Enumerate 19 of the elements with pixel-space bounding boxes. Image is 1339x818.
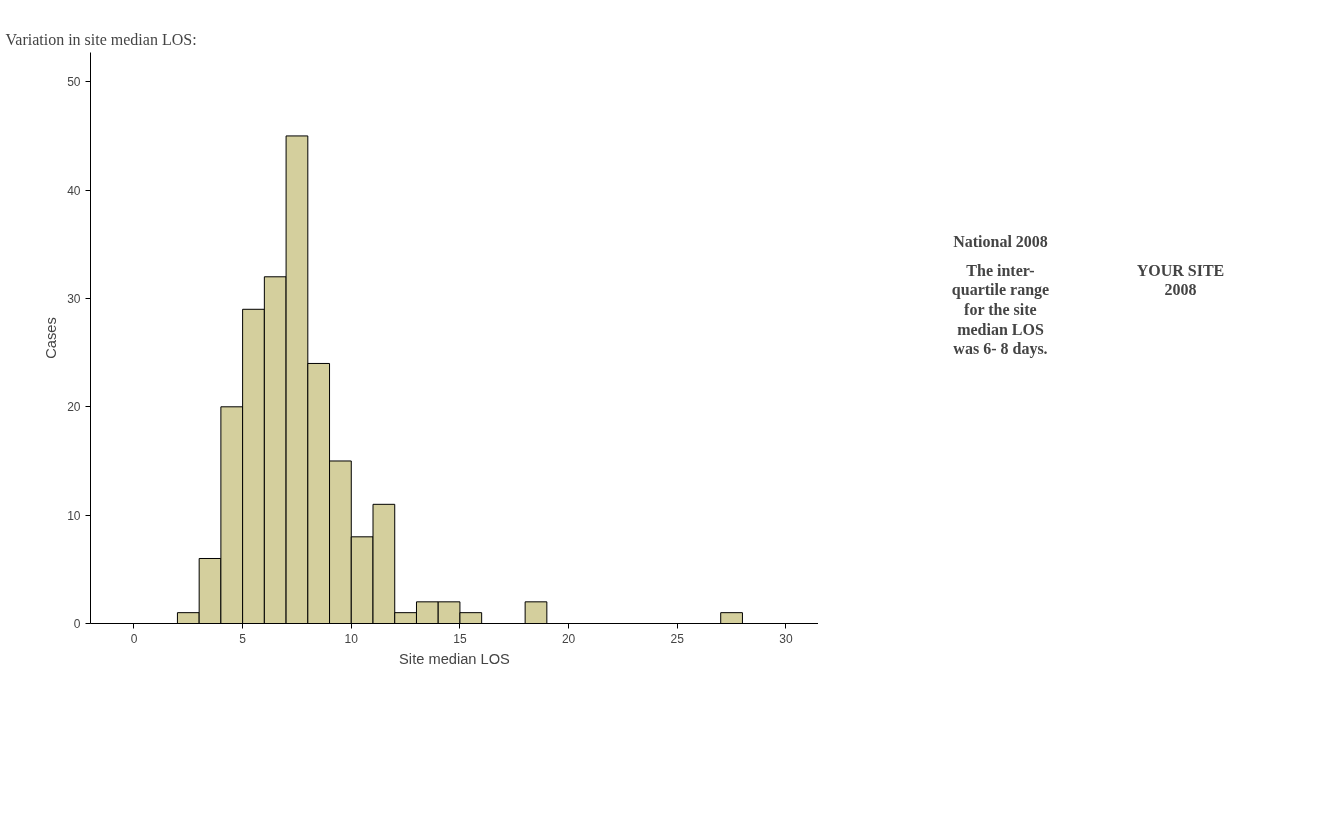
y-tick-label: 20	[67, 400, 81, 415]
x-tick-label: 25	[670, 631, 685, 646]
y-tick-label: 10	[67, 508, 81, 523]
chart-title: Variation in site median LOS:	[5, 30, 197, 48]
y-tick-label: 40	[67, 183, 81, 198]
x-axis-title: Site median LOS	[399, 650, 511, 667]
x-tick-label: 0	[130, 631, 138, 646]
y-axis-title: Cases	[43, 317, 60, 359]
x-tick-label: 30	[779, 631, 793, 646]
y-tick-label: 30	[67, 291, 81, 306]
y-tick-label: 0	[73, 617, 81, 631]
x-tick-label: 15	[453, 631, 467, 646]
x-tick-label: 10	[344, 631, 359, 646]
text: National 2008	[953, 232, 1048, 250]
x-tick-label: 20	[561, 631, 576, 646]
x-tick-label: 5	[239, 631, 247, 646]
y-tick-label: 50	[67, 75, 81, 90]
text: YOUR SITE 2008	[1136, 261, 1225, 299]
text: The inter- quartile range for the site median LOS was 6- 8 days.	[951, 261, 1050, 359]
